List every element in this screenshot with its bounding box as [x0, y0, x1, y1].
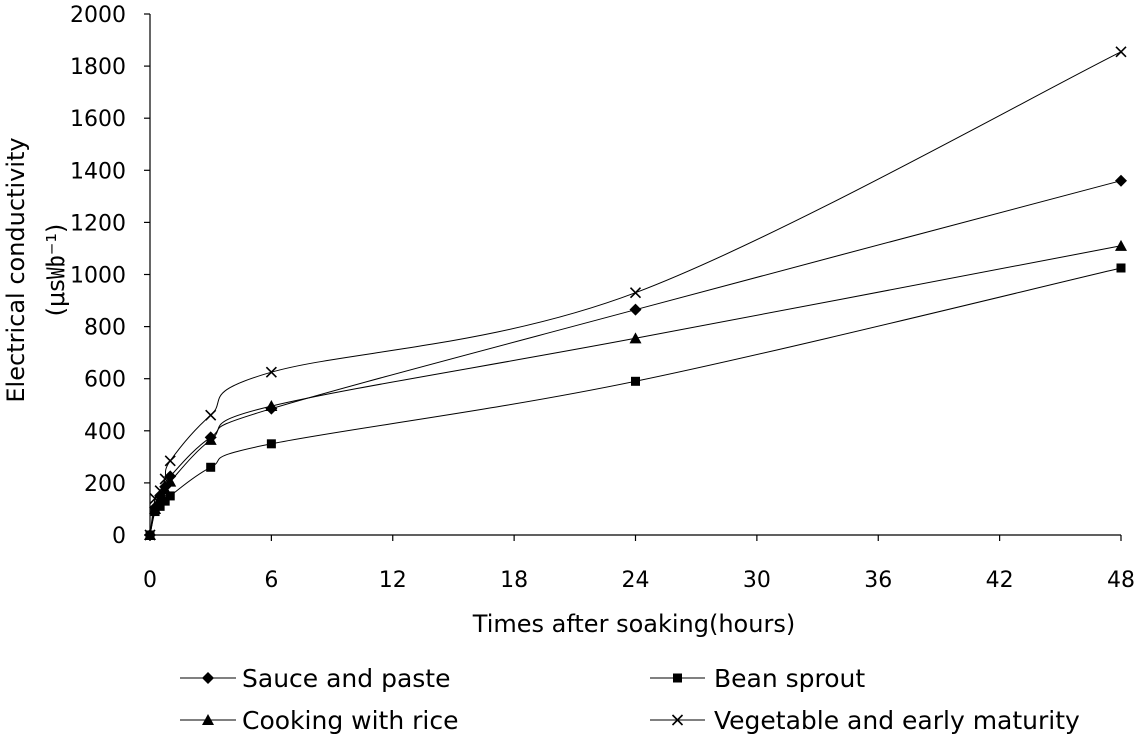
x-tick-label: 6 — [264, 568, 278, 593]
x-tick-label: 24 — [622, 568, 650, 593]
data-point — [629, 332, 642, 344]
y-tick-label: 800 — [84, 316, 126, 341]
y-tick-label: 1400 — [70, 159, 126, 184]
series-line — [149, 180, 1122, 536]
data-point — [631, 376, 640, 386]
legend-label: Vegetable and early maturity — [714, 706, 1080, 735]
legend-entry: Sauce and paste — [180, 664, 450, 693]
data-point — [265, 400, 278, 412]
data-point — [1115, 46, 1127, 58]
series-line — [149, 245, 1122, 536]
data-point — [205, 409, 217, 421]
x-tick-label: 12 — [379, 568, 407, 593]
y-tick-label: 2000 — [70, 3, 126, 28]
y-tick-label: 200 — [84, 472, 126, 497]
data-point — [165, 491, 175, 501]
legend-entry: Vegetable and early maturity — [650, 706, 1080, 735]
data-point — [154, 485, 166, 497]
x-axis-ticks: 0 6 12 18 24 30 36 42 48 — [143, 535, 1135, 593]
data-point — [206, 462, 216, 472]
data-point — [1116, 263, 1126, 273]
y-axis-title-group: Electrical conductivity — [2, 137, 30, 402]
y-axis-ticks: 0 200 400 600 800 1000 1200 1400 1600 1800 2000 — [70, 3, 150, 549]
y-tick-label: 600 — [84, 368, 126, 393]
series-3 — [144, 46, 1127, 541]
data-point — [1115, 174, 1127, 187]
y-axis-unit-group: (μs㏝⁻¹) — [42, 224, 70, 317]
y-axis-title: Electrical conductivity — [2, 137, 30, 402]
x-tick-label: 30 — [743, 568, 771, 593]
legend-marker — [673, 673, 682, 683]
legend-label: Bean sprout — [714, 664, 865, 693]
series-layer — [144, 46, 1127, 541]
x-tick-label: 42 — [986, 568, 1014, 593]
legend-label: Sauce and paste — [242, 664, 450, 693]
y-tick-label: 1600 — [70, 107, 126, 132]
y-tick-label: 1000 — [70, 264, 126, 289]
data-point — [160, 496, 170, 506]
data-point — [159, 473, 171, 485]
legend-marker — [202, 672, 214, 684]
legend-marker — [671, 714, 684, 726]
legend: Sauce and paste Bean sprout Cooking with r… — [180, 664, 1080, 735]
legend-label: Cooking with rice — [242, 706, 458, 735]
y-axis-unit: (μs㏝⁻¹) — [42, 224, 70, 317]
x-axis-title: Times after soaking(hours) — [472, 610, 795, 638]
data-point — [164, 455, 176, 467]
y-tick-label: 400 — [84, 420, 126, 445]
series-2 — [144, 239, 1127, 540]
data-point — [149, 502, 162, 514]
x-tick-label: 18 — [500, 568, 528, 593]
x-tick-label: 36 — [864, 568, 892, 593]
data-point — [149, 492, 161, 505]
legend-entry: Bean sprout — [650, 664, 865, 693]
data-point — [266, 439, 276, 449]
legend-entry: Cooking with rice — [180, 706, 458, 735]
data-point — [629, 303, 642, 316]
data-point — [204, 433, 217, 445]
y-tick-label: 0 — [112, 524, 126, 549]
legend-marker — [202, 714, 214, 725]
data-point — [144, 529, 156, 541]
data-point — [629, 287, 642, 299]
data-point — [155, 501, 165, 511]
x-tick-label: 0 — [143, 568, 157, 593]
data-point — [164, 475, 177, 487]
y-tick-label: 1800 — [70, 55, 126, 80]
series-0 — [144, 174, 1127, 541]
data-point — [1115, 239, 1127, 251]
y-tick-label: 1200 — [70, 211, 126, 236]
x-tick-label: 48 — [1107, 568, 1135, 593]
data-point — [265, 366, 277, 378]
